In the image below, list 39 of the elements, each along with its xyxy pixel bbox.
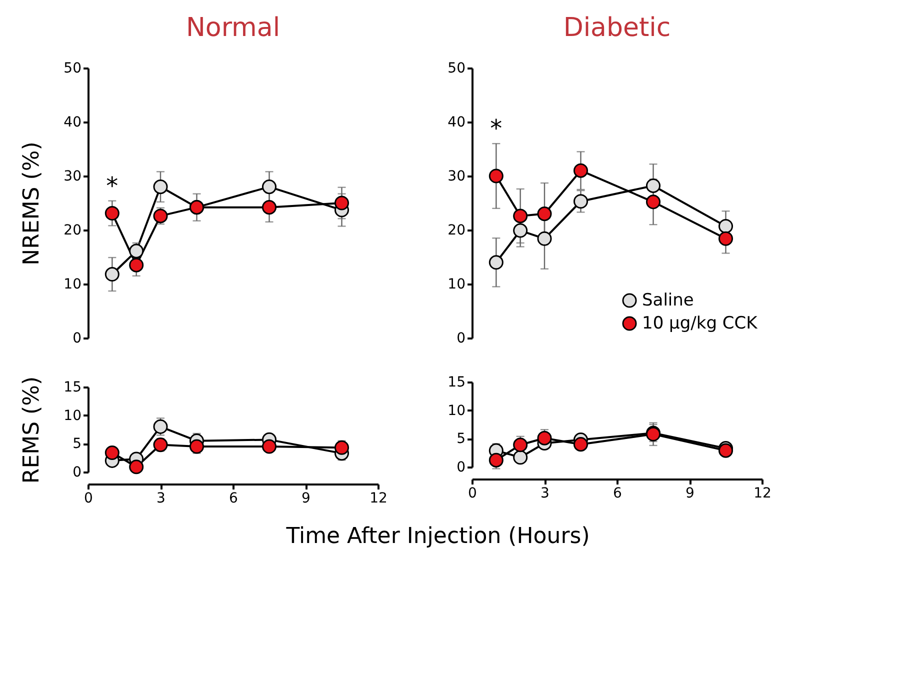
x-tick-label: 9 [302,490,310,506]
y-tick-label: 0 [456,330,466,346]
y-tick-label: 30 [448,168,466,184]
x-tick-label: 6 [613,486,622,502]
y-tick-label: 0 [456,460,466,476]
x-tick-label: 6 [229,490,238,506]
x-tick-label: 12 [754,486,772,502]
x-tick-label: 3 [156,490,166,506]
y-tick-label: 10 [64,408,82,424]
y-tick-label: 40 [64,114,82,130]
y-tick-label: 10 [448,276,466,292]
y-tick-label: 15 [64,380,82,396]
x-tick-label: 0 [84,490,93,506]
x-tick-label: 0 [468,486,477,502]
y-axis-title: NREMS (%) [20,142,45,266]
x-tick-label: 12 [370,490,388,506]
y-tick-label: 20 [448,222,466,238]
y-tick-label: 5 [456,431,466,448]
y-tick-label: 5 [72,436,82,452]
y-axis-title: REMS (%) [20,376,45,484]
chart-title: Diabetic [563,13,671,43]
legend-label: 10 µg/kg CCK [642,314,758,334]
annotation: * [490,114,502,143]
y-tick-label: 30 [64,168,82,184]
y-tick-label: 50 [64,60,82,76]
y-tick-label: 0 [72,464,82,480]
legend-label: Saline [642,290,694,310]
y-tick-label: 50 [448,60,466,76]
y-tick-label: 20 [64,222,82,238]
y-tick-label: 15 [448,374,466,390]
x-tick-label: 3 [540,486,550,502]
x-axis-title: Time After Injection (Hours) [285,524,590,549]
annotation: * [106,172,118,200]
y-tick-label: 10 [64,276,82,292]
chart-title: Normal [186,13,280,43]
x-tick-label: 9 [686,486,694,502]
y-tick-label: 0 [72,330,82,346]
y-tick-label: 40 [448,114,466,130]
y-tick-label: 10 [448,402,466,419]
